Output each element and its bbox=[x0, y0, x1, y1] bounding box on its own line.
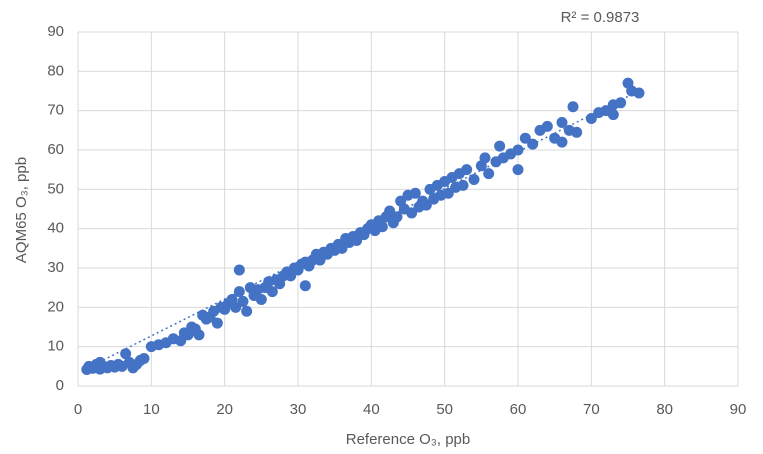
point bbox=[571, 126, 583, 138]
y-tick-label: 80 bbox=[47, 62, 64, 79]
x-tick-label: 0 bbox=[74, 401, 82, 418]
point bbox=[138, 352, 150, 364]
x-tick-label: 90 bbox=[730, 401, 747, 418]
x-tick-label: 60 bbox=[510, 401, 527, 418]
point bbox=[461, 164, 473, 176]
point bbox=[633, 87, 645, 99]
point bbox=[266, 286, 278, 298]
point bbox=[556, 116, 568, 128]
point bbox=[457, 179, 469, 191]
point bbox=[483, 168, 495, 180]
point bbox=[420, 199, 432, 211]
y-tick-label: 70 bbox=[47, 102, 64, 119]
point bbox=[567, 101, 579, 113]
x-tick-label: 40 bbox=[363, 401, 380, 418]
y-tick-label: 30 bbox=[47, 259, 64, 276]
y-tick-label: 0 bbox=[56, 377, 64, 394]
point bbox=[615, 97, 627, 109]
y-axis-label: AQM65 O₃, ppb bbox=[13, 157, 30, 263]
point bbox=[384, 205, 396, 217]
point bbox=[376, 221, 388, 233]
point bbox=[556, 136, 568, 148]
r-squared: R² = 0.9873 bbox=[561, 9, 640, 26]
point bbox=[519, 132, 531, 144]
y-tick-label: 40 bbox=[47, 220, 64, 237]
x-tick-label: 50 bbox=[436, 401, 453, 418]
point bbox=[494, 140, 506, 152]
point bbox=[241, 305, 253, 317]
point bbox=[406, 207, 418, 219]
x-tick-label: 30 bbox=[290, 401, 307, 418]
point bbox=[585, 113, 597, 125]
point bbox=[230, 301, 242, 313]
x-tick-label: 70 bbox=[583, 401, 600, 418]
x-tick-label: 20 bbox=[216, 401, 233, 418]
y-tick-label: 60 bbox=[47, 141, 64, 158]
x-axis-label: Reference O₃, ppb bbox=[346, 431, 471, 448]
trendline bbox=[84, 88, 644, 370]
point bbox=[255, 293, 267, 305]
point bbox=[211, 317, 223, 329]
point bbox=[512, 144, 524, 156]
point bbox=[512, 164, 524, 176]
x-tick-label: 10 bbox=[143, 401, 160, 418]
x-tick-label: 80 bbox=[656, 401, 673, 418]
point bbox=[541, 120, 553, 132]
y-tick-label: 90 bbox=[47, 23, 64, 40]
point bbox=[468, 174, 480, 185]
point bbox=[336, 242, 348, 254]
y-tick-label: 10 bbox=[47, 338, 64, 355]
point bbox=[442, 187, 454, 199]
y-tick-label: 50 bbox=[47, 180, 64, 197]
point bbox=[237, 295, 249, 307]
point bbox=[233, 286, 245, 298]
y-tick-label: 20 bbox=[47, 298, 64, 315]
point bbox=[299, 280, 311, 292]
point bbox=[233, 264, 245, 276]
point bbox=[193, 329, 205, 341]
point bbox=[607, 109, 619, 121]
point bbox=[479, 152, 491, 164]
point bbox=[409, 187, 421, 199]
